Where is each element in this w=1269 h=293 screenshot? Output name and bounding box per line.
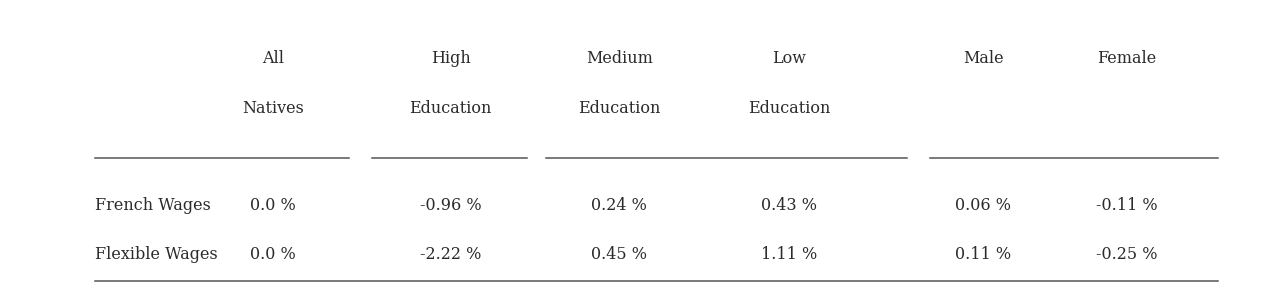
Text: Male: Male [963, 50, 1004, 67]
Text: Education: Education [410, 100, 491, 117]
Text: 0.06 %: 0.06 % [956, 197, 1011, 214]
Text: 0.45 %: 0.45 % [591, 246, 647, 263]
Text: Education: Education [579, 100, 660, 117]
Text: Flexible Wages: Flexible Wages [95, 246, 218, 263]
Text: 1.11 %: 1.11 % [761, 246, 817, 263]
Text: -0.11 %: -0.11 % [1096, 197, 1157, 214]
Text: 0.24 %: 0.24 % [591, 197, 647, 214]
Text: 0.43 %: 0.43 % [761, 197, 817, 214]
Text: 0.0 %: 0.0 % [250, 246, 296, 263]
Text: Education: Education [749, 100, 830, 117]
Text: -0.96 %: -0.96 % [420, 197, 481, 214]
Text: -2.22 %: -2.22 % [420, 246, 481, 263]
Text: High: High [430, 50, 471, 67]
Text: French Wages: French Wages [95, 197, 211, 214]
Text: 0.11 %: 0.11 % [956, 246, 1011, 263]
Text: 0.0 %: 0.0 % [250, 197, 296, 214]
Text: Medium: Medium [586, 50, 652, 67]
Text: Low: Low [773, 50, 806, 67]
Text: All: All [261, 50, 284, 67]
Text: Female: Female [1098, 50, 1156, 67]
Text: Natives: Natives [242, 100, 303, 117]
Text: -0.25 %: -0.25 % [1096, 246, 1157, 263]
